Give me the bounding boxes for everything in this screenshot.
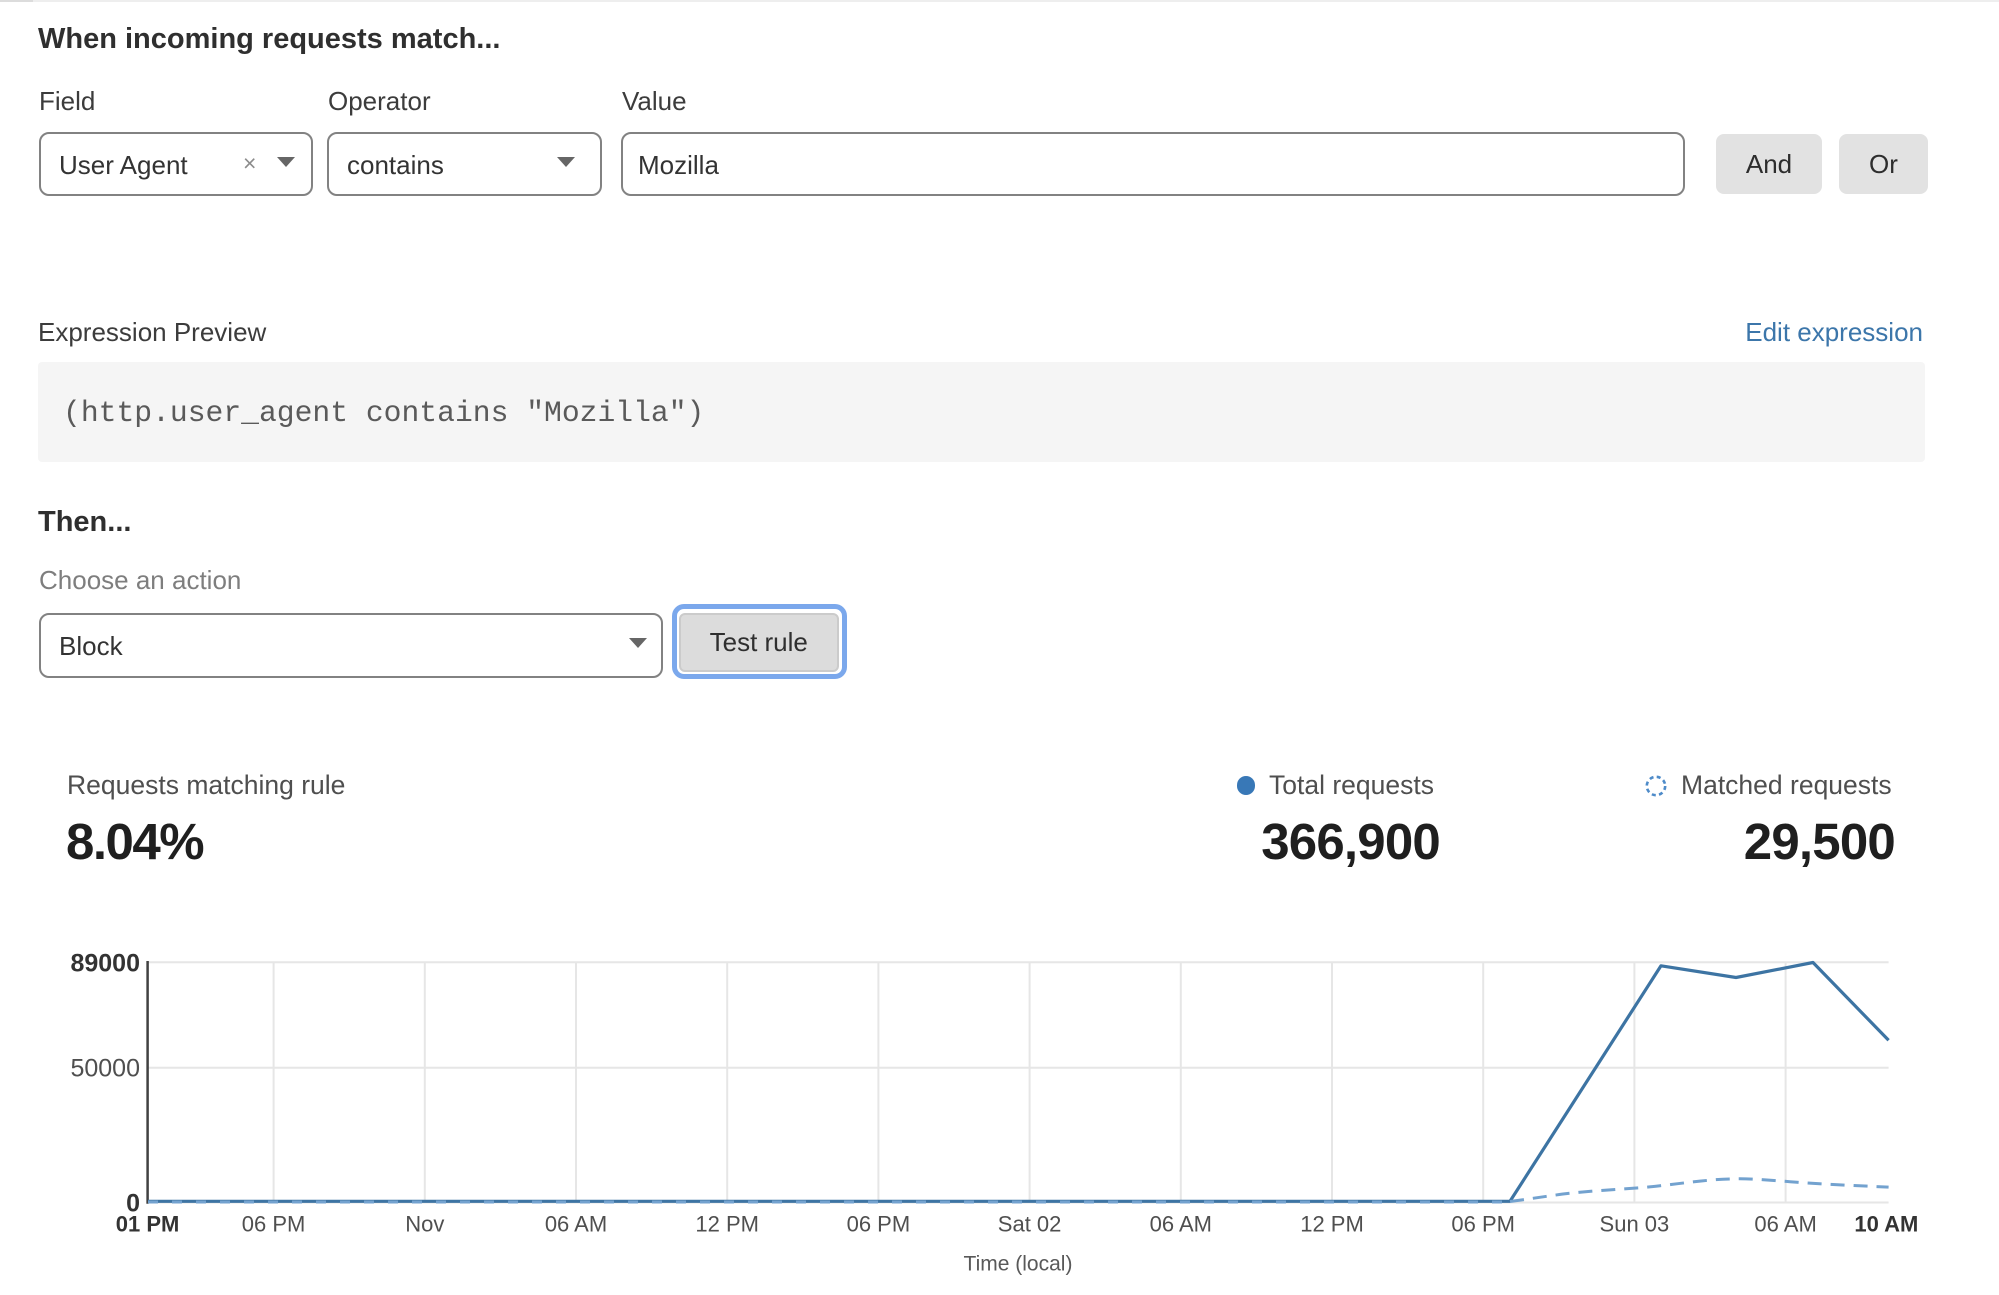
svg-text:Time (local): Time (local) <box>964 1252 1073 1275</box>
svg-text:Sun 03: Sun 03 <box>1600 1212 1670 1237</box>
svg-text:50000: 50000 <box>70 1054 140 1082</box>
svg-text:10 AM: 10 AM <box>1854 1212 1918 1237</box>
svg-text:06 PM: 06 PM <box>242 1212 306 1237</box>
svg-text:Nov: Nov <box>405 1212 444 1237</box>
svg-text:12 PM: 12 PM <box>695 1212 759 1237</box>
svg-text:12 PM: 12 PM <box>1300 1212 1364 1237</box>
svg-text:Sat 02: Sat 02 <box>998 1212 1062 1237</box>
svg-text:06 AM: 06 AM <box>1150 1212 1212 1237</box>
svg-text:06 PM: 06 PM <box>847 1212 911 1237</box>
svg-text:06 AM: 06 AM <box>1754 1212 1816 1237</box>
svg-text:06 AM: 06 AM <box>545 1212 607 1237</box>
svg-text:01 PM: 01 PM <box>116 1212 180 1237</box>
svg-text:89000: 89000 <box>70 949 140 977</box>
svg-text:06 PM: 06 PM <box>1451 1212 1515 1237</box>
svg-text:0: 0 <box>126 1190 140 1218</box>
